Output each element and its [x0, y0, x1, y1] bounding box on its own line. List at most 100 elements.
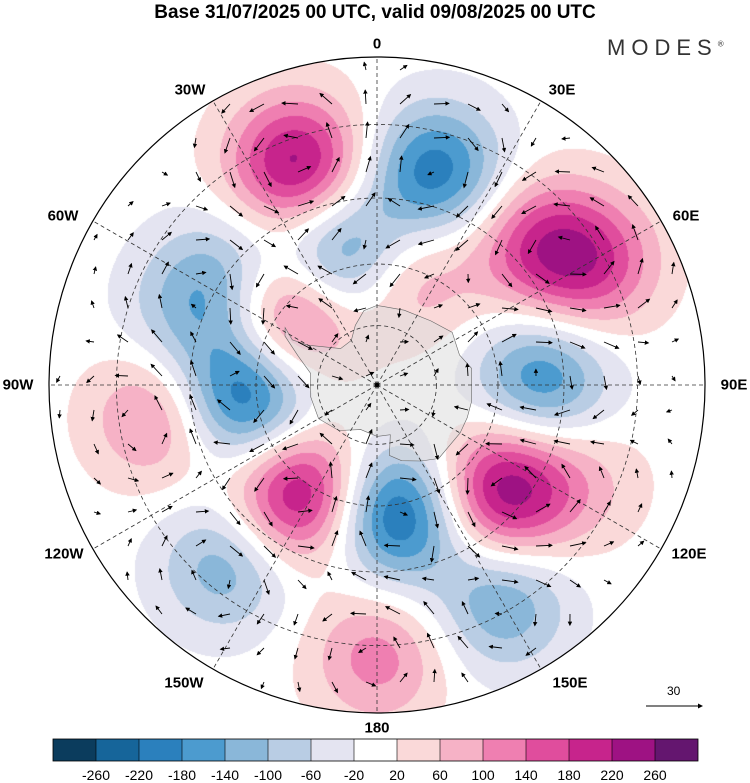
lon-label-150e: 150E: [552, 674, 588, 692]
reference-vector-label: 30: [667, 684, 681, 698]
wind-arrow: [255, 273, 265, 288]
wind-arrow: [501, 333, 517, 343]
wind-arrow: [93, 510, 102, 515]
wind-arrow: [362, 61, 368, 71]
wind-arrow: [213, 440, 231, 445]
wind-arrow: [453, 405, 469, 411]
wind-arrow: [297, 508, 313, 513]
wind-arrow: [362, 239, 367, 250]
lon-label-30e: 30E: [548, 81, 576, 99]
wind-arrow: [603, 375, 609, 391]
wind-arrow: [399, 93, 412, 105]
wind-arrow: [501, 137, 507, 153]
wind-arrow: [457, 635, 469, 649]
wind-arrow: [433, 511, 440, 529]
wind-arrow: [192, 137, 198, 149]
wind-arrow: [433, 101, 450, 106]
wind-arrow: [283, 133, 299, 139]
wind-arrow: [154, 395, 163, 411]
wind-arrow: [535, 543, 553, 548]
wind-arrow: [161, 505, 173, 513]
wind-arrow: [324, 409, 333, 416]
wind-arrow: [263, 511, 273, 527]
colorbar-tick-label: -220: [125, 767, 153, 783]
colorbar-swatch: [526, 739, 569, 761]
wind-arrow: [221, 103, 231, 114]
wind-arrow: [226, 579, 232, 590]
wind-arrow: [319, 432, 333, 445]
wind-arrow: [229, 273, 234, 291]
wind-arrow: [557, 235, 571, 241]
wind-arrow: [222, 477, 231, 491]
wind-arrow: [399, 64, 408, 71]
registered-mark: ®: [717, 39, 724, 49]
wind-arrow: [228, 307, 233, 325]
wind-arrow: [501, 273, 513, 288]
wind-arrow: [317, 265, 333, 275]
map-boundary: [48, 56, 706, 714]
wind-arrow: [365, 334, 370, 343]
wind-arrow: [365, 428, 373, 445]
wind-arrow: [595, 225, 605, 241]
wind-arrow: [433, 335, 444, 343]
wind-arrow: [219, 646, 231, 652]
wind-arrow: [281, 101, 299, 106]
wind-arrow: [93, 233, 98, 241]
wind-arrow: [297, 228, 310, 241]
wind-arrow: [423, 601, 435, 615]
colorbar-tick-label: 100: [471, 767, 495, 783]
wind-arrow: [195, 237, 211, 242]
wind-arrow: [535, 273, 550, 284]
wind-arrow: [229, 511, 241, 526]
lon-label-90e: 90E: [720, 376, 748, 394]
colorbar-tick-label: 140: [514, 767, 538, 783]
wind-arrow: [569, 375, 574, 390]
wind-arrow: [121, 409, 129, 418]
wind-arrow: [553, 202, 571, 207]
wind-arrow: [432, 668, 437, 683]
wind-arrow: [501, 306, 519, 312]
wind-arrow: [363, 89, 368, 105]
wind-arrow: [217, 613, 231, 618]
wind-arrow: [263, 375, 276, 389]
wind-arrow: [327, 647, 333, 661]
wind-arrow: [385, 606, 401, 615]
wind-arrow: [627, 194, 639, 207]
wind-arrow: [331, 227, 342, 241]
wind-arrow: [553, 409, 571, 417]
wind-arrow: [190, 331, 197, 343]
wind-arrow: [494, 611, 503, 616]
lon-label-120w: 120W: [44, 545, 84, 563]
wind-arrow: [365, 192, 376, 207]
wind-arrow: [116, 334, 129, 343]
wind-arrow: [530, 137, 537, 147]
wind-arrow: [383, 575, 401, 581]
wind-arrow: [417, 239, 435, 246]
wind-arrow: [127, 443, 137, 452]
lon-label-0: 0: [372, 35, 382, 53]
wind-arrow: [603, 541, 615, 547]
wind-arrow: [399, 672, 408, 683]
wind-arrow: [263, 341, 275, 355]
wind-arrow: [535, 579, 552, 588]
wind-arrow: [365, 371, 375, 377]
wind-arrow: [486, 403, 503, 411]
wind-arrow: [467, 331, 479, 343]
wind-arrow: [524, 465, 537, 479]
wind-arrow: [427, 171, 435, 176]
wind-arrow: [554, 169, 571, 174]
wind-arrow: [603, 579, 612, 585]
wind-arrow: [189, 428, 197, 445]
wind-arrow: [637, 298, 651, 309]
colorbar-swatch: [483, 739, 526, 761]
colorbar-swatch: [182, 739, 225, 761]
wind-arrow: [297, 165, 312, 173]
wind-arrow: [494, 239, 503, 256]
wind-arrow: [216, 399, 231, 411]
wind-arrow: [293, 613, 299, 626]
wind-arrow: [399, 372, 409, 377]
wind-arrow: [90, 300, 95, 309]
wind-arrow: [282, 443, 299, 451]
wind-arrow: [56, 375, 61, 383]
wind-arrow: [365, 495, 371, 513]
